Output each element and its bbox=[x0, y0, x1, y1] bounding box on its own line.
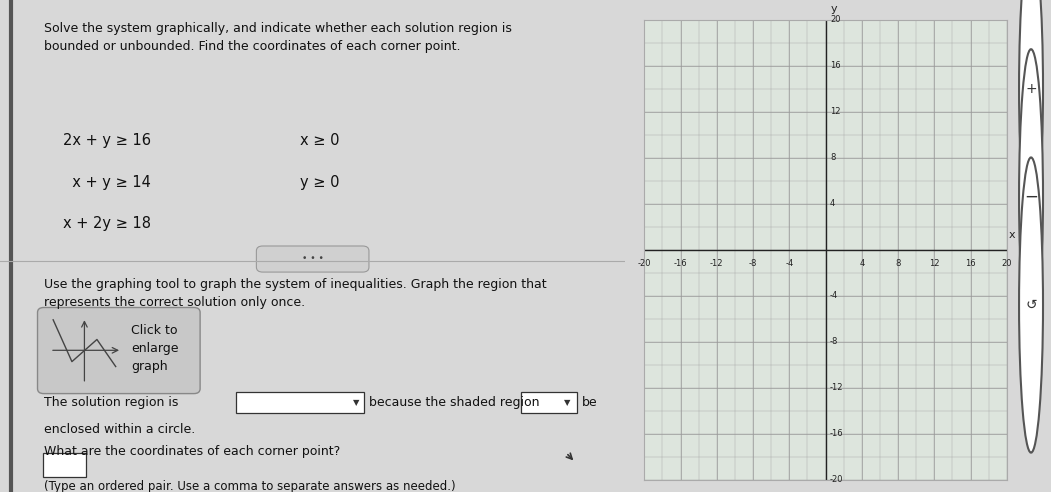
Text: x + 2y ≥ 18: x + 2y ≥ 18 bbox=[63, 216, 150, 231]
FancyBboxPatch shape bbox=[236, 392, 364, 413]
Text: -16: -16 bbox=[674, 259, 687, 268]
Text: 2x + y ≥ 16: 2x + y ≥ 16 bbox=[63, 133, 150, 148]
FancyBboxPatch shape bbox=[42, 453, 86, 477]
Text: -12: -12 bbox=[710, 259, 723, 268]
Text: because the shaded region: because the shaded region bbox=[369, 396, 539, 409]
Text: 12: 12 bbox=[830, 107, 841, 116]
Text: 8: 8 bbox=[895, 259, 901, 268]
Text: be: be bbox=[581, 396, 597, 409]
FancyBboxPatch shape bbox=[256, 246, 369, 272]
Text: • • •: • • • bbox=[302, 254, 324, 263]
Text: -12: -12 bbox=[830, 383, 844, 392]
Text: 12: 12 bbox=[929, 259, 940, 268]
Text: -4: -4 bbox=[785, 259, 794, 268]
Text: The solution region is: The solution region is bbox=[44, 396, 179, 409]
Text: 20: 20 bbox=[1002, 259, 1012, 268]
Text: 8: 8 bbox=[830, 153, 836, 162]
Text: -16: -16 bbox=[830, 429, 844, 438]
Text: ▼: ▼ bbox=[564, 398, 571, 407]
Text: 4: 4 bbox=[830, 199, 836, 208]
Text: Click to
enlarge
graph: Click to enlarge graph bbox=[131, 324, 179, 373]
Text: enclosed within a circle.: enclosed within a circle. bbox=[44, 423, 195, 436]
Text: Use the graphing tool to graph the system of inequalities. Graph the region that: Use the graphing tool to graph the syste… bbox=[44, 278, 547, 309]
Text: x ≥ 0: x ≥ 0 bbox=[301, 133, 339, 148]
Text: +: + bbox=[1025, 82, 1037, 95]
Text: x + y ≥ 14: x + y ≥ 14 bbox=[63, 175, 150, 189]
Text: 20: 20 bbox=[830, 15, 841, 24]
Text: -20: -20 bbox=[830, 475, 844, 484]
Circle shape bbox=[1019, 0, 1043, 236]
Text: −: − bbox=[1024, 188, 1038, 206]
Text: (Type an ordered pair. Use a comma to separate answers as needed.): (Type an ordered pair. Use a comma to se… bbox=[44, 480, 455, 492]
Text: 16: 16 bbox=[830, 61, 841, 70]
Circle shape bbox=[1019, 49, 1043, 344]
FancyBboxPatch shape bbox=[521, 392, 577, 413]
Text: What are the coordinates of each corner point?: What are the coordinates of each corner … bbox=[44, 445, 341, 458]
Text: y: y bbox=[831, 4, 838, 14]
Circle shape bbox=[1019, 157, 1043, 453]
Text: 16: 16 bbox=[965, 259, 976, 268]
Text: Solve the system graphically, and indicate whether each solution region is
bound: Solve the system graphically, and indica… bbox=[44, 22, 512, 53]
Text: ↺: ↺ bbox=[1025, 298, 1037, 312]
Text: -8: -8 bbox=[749, 259, 757, 268]
Text: -20: -20 bbox=[638, 259, 651, 268]
FancyBboxPatch shape bbox=[38, 308, 200, 394]
Text: x: x bbox=[1009, 230, 1015, 241]
Text: -8: -8 bbox=[830, 337, 839, 346]
Text: ▼: ▼ bbox=[353, 398, 359, 407]
Text: y ≥ 0: y ≥ 0 bbox=[301, 175, 339, 189]
Text: -4: -4 bbox=[830, 291, 839, 300]
Text: 4: 4 bbox=[860, 259, 864, 268]
